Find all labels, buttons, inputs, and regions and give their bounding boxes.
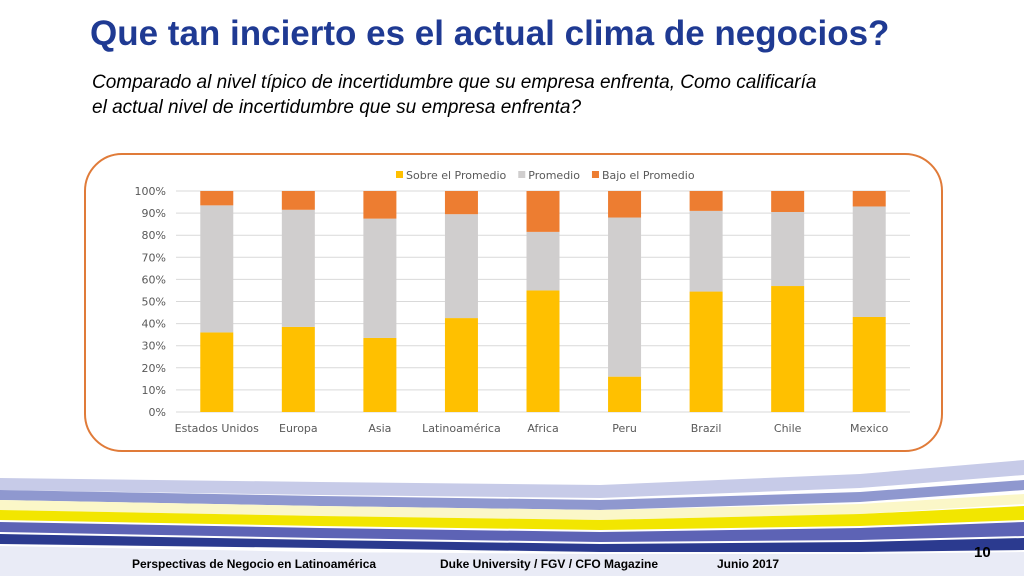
bar-segment	[689, 210, 723, 292]
bar-segment	[444, 318, 478, 412]
y-tick-label: 0%	[149, 406, 166, 419]
x-tick-label: Chile	[774, 422, 802, 435]
legend-swatch	[591, 171, 599, 178]
bar-segment	[526, 231, 560, 291]
bar-segment	[444, 191, 478, 215]
bar-segment	[363, 191, 397, 219]
bar-segment	[363, 337, 397, 412]
bar-segment	[608, 376, 642, 412]
x-tick-label: Europa	[279, 422, 318, 435]
bar-segment	[771, 286, 805, 412]
footer-decoration	[0, 460, 1024, 576]
y-tick-label: 20%	[142, 362, 166, 375]
bar-segment	[852, 316, 886, 412]
x-tick-label: Africa	[527, 422, 558, 435]
bar-segment	[689, 191, 723, 211]
y-tick-label: 40%	[142, 318, 166, 331]
bar-segment	[200, 332, 234, 412]
bar-segment	[526, 191, 560, 232]
footer-date-text: Junio 2017	[717, 557, 780, 571]
bar-segment	[771, 211, 805, 287]
x-tick-label: Latinoamérica	[422, 422, 501, 435]
y-tick-label: 100%	[135, 185, 166, 198]
bar-segment	[200, 205, 234, 333]
x-tick-label: Asia	[368, 422, 391, 435]
subtitle-line-1: Comparado al nivel típico de incertidumb…	[92, 72, 817, 93]
legend-label: Bajo el Promedio	[602, 169, 695, 182]
footer-center-text: Duke University / FGV / CFO Magazine	[440, 557, 659, 571]
footer-left-text: Perspectivas de Negocio en Latinoamérica	[132, 557, 377, 571]
x-tick-label: Mexico	[850, 422, 889, 435]
page-title: Que tan incierto es el actual clima de n…	[90, 14, 890, 53]
bar-segment	[852, 206, 886, 317]
bar-segment	[281, 326, 315, 412]
chart-frame	[84, 153, 943, 452]
legend-swatch	[518, 171, 526, 178]
x-tick-label: Estados Unidos	[175, 422, 259, 435]
x-tick-label: Brazil	[691, 422, 722, 435]
y-tick-label: 70%	[142, 251, 166, 264]
page-number: 10	[974, 544, 991, 561]
subtitle-line-2: el actual nivel de incertidumbre que su …	[92, 97, 582, 118]
y-tick-label: 10%	[142, 384, 166, 397]
y-tick-label: 30%	[142, 340, 166, 353]
bar-segment	[444, 214, 478, 319]
bar-segment	[363, 218, 397, 338]
bar-segment	[852, 191, 886, 207]
legend-label: Sobre el Promedio	[406, 169, 507, 182]
legend-label: Promedio	[528, 169, 580, 182]
bar-segment	[200, 191, 234, 206]
bar-segment	[689, 291, 723, 412]
x-tick-label: Peru	[612, 422, 637, 435]
bar-segment	[526, 290, 560, 412]
bar-segment	[771, 191, 805, 212]
y-tick-label: 90%	[142, 207, 166, 220]
page-subtitle: Comparado al nivel típico de incertidumb…	[92, 70, 892, 120]
bar-segment	[608, 217, 642, 377]
y-tick-label: 60%	[142, 273, 166, 286]
y-tick-label: 80%	[142, 229, 166, 242]
bar-segment	[608, 191, 642, 218]
bar-segment	[281, 209, 315, 327]
y-tick-label: 50%	[142, 296, 166, 309]
bar-segment	[281, 191, 315, 210]
legend-swatch	[396, 171, 403, 178]
